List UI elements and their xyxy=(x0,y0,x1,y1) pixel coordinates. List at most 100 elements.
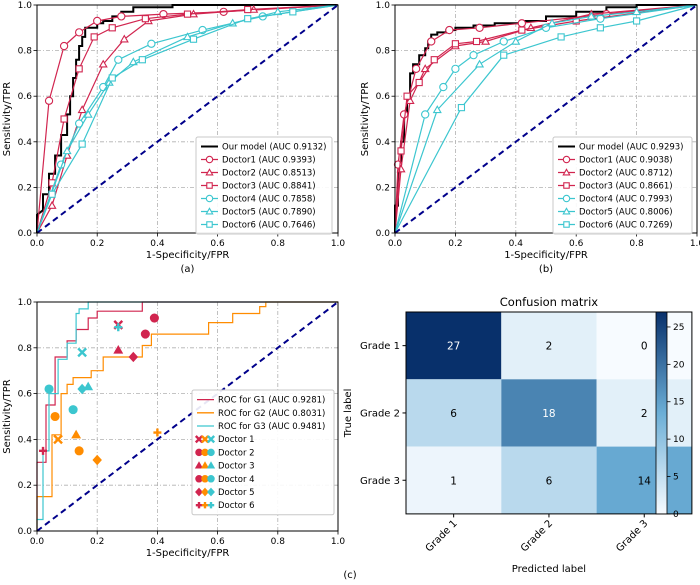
y-tick-label: 0.8 xyxy=(18,344,33,354)
roc-point-marker xyxy=(138,56,146,64)
roc-point-marker xyxy=(518,26,526,34)
legend-label: Doctor3 (AUC 0.8661) xyxy=(579,182,673,192)
roc-point-marker xyxy=(48,190,56,198)
panel-c-roc-chart: 0.0 0.2 0.4 0.6 0.8 1.0 0.0 0.2 0.4 0.6 0.8 1.0 1-Sp… xyxy=(2,298,345,559)
roc-point-marker xyxy=(475,23,484,32)
roc-point-marker xyxy=(147,39,156,48)
roc-point-marker xyxy=(59,41,69,51)
roc-point-marker xyxy=(44,96,54,105)
roc-point-marker xyxy=(244,15,252,23)
legend-label: Our model (AUC 0.9132) xyxy=(222,143,327,153)
y-tick-label: 0.6 xyxy=(18,390,33,400)
x-tick-label: 0.2 xyxy=(90,239,104,249)
doctor-operating-point xyxy=(128,351,139,363)
colorbar xyxy=(655,311,668,515)
doctor-operating-point xyxy=(149,313,159,323)
x-tick-label: 0.4 xyxy=(150,537,165,547)
col-label: Grade 3 xyxy=(614,518,650,554)
axes-frame xyxy=(36,4,339,234)
roc-point-marker xyxy=(511,36,521,45)
row-label: Grade 3 xyxy=(360,476,400,487)
roc-point-marker xyxy=(572,17,580,25)
legend: Our model (AUC 0.9132) Doctor1 (AUC 0.939… xyxy=(195,136,333,235)
doctor-operating-point xyxy=(77,383,87,395)
diagonal-reference-line xyxy=(36,4,339,234)
legend-label: ROC for G1 (AUC 0.9281) xyxy=(218,396,325,406)
roc-point-marker xyxy=(547,18,557,27)
roc-point-marker xyxy=(469,51,478,60)
matrix-cell-value: 6 xyxy=(450,408,457,420)
roc-point-marker xyxy=(405,96,415,105)
roc-point-marker xyxy=(108,74,116,82)
matrix-cell-value: 14 xyxy=(638,475,652,487)
x-tick-label: 0.0 xyxy=(30,239,45,249)
roc-series-line-2 xyxy=(36,301,338,531)
legend-doctor-marker xyxy=(201,502,209,509)
y-tick-label: 0.8 xyxy=(376,47,391,57)
y-axis-label: True label xyxy=(343,389,354,439)
legend-doctor-marker xyxy=(200,461,210,469)
roc-point-marker xyxy=(632,17,641,25)
legend-label: Doctor3 (AUC 0.8841) xyxy=(222,182,316,192)
doctor-operating-point xyxy=(153,428,162,437)
matrix-cell xyxy=(501,312,597,380)
plot-area xyxy=(393,4,698,234)
roc-series-line-3 xyxy=(36,4,339,234)
roc-point-marker xyxy=(439,82,448,92)
x-tick-label: 1.0 xyxy=(331,239,346,249)
colorbar-tick-label: 25 xyxy=(673,323,684,333)
roc-point-marker xyxy=(189,35,198,43)
roc-point-marker xyxy=(451,64,460,73)
x-tick-label: 0.8 xyxy=(271,239,286,249)
y-tick-label: 0.0 xyxy=(376,229,391,239)
legend-doctor-marker xyxy=(200,435,210,444)
roc-point-marker xyxy=(60,115,68,123)
legend-label: Doctor1 (AUC 0.9393) xyxy=(222,156,316,166)
legend-doctor-marker xyxy=(206,435,216,444)
x-tick-label: 0.6 xyxy=(210,239,225,249)
legend-doctor-marker xyxy=(194,461,204,469)
roc-point-marker xyxy=(472,37,481,46)
x-axis-label: 1-Specificity/FPR xyxy=(504,250,588,261)
legend-label: Doctor6 (AUC 0.7269) xyxy=(579,221,673,231)
colorbar-tick-label: 10 xyxy=(673,435,685,445)
legend-doctor-marker xyxy=(207,487,215,497)
panel-caption: (b) xyxy=(539,264,553,275)
roc-point-marker xyxy=(141,15,149,23)
y-tick-label: 1.0 xyxy=(18,298,33,308)
legend-label: Our model (AUC 0.9293) xyxy=(579,143,684,153)
doctor-operating-point xyxy=(44,384,54,394)
x-tick-label: 1.0 xyxy=(331,537,346,547)
row-label: Grade 2 xyxy=(360,408,400,419)
doctor-operating-point xyxy=(39,446,48,455)
y-tick-label: 1.0 xyxy=(376,1,391,11)
legend-swatch-marker xyxy=(563,182,570,189)
legend-label: Doctor 1 xyxy=(218,435,255,445)
legend-doctor-marker xyxy=(194,435,204,444)
roc-point-marker xyxy=(114,55,123,64)
doctor-operating-point xyxy=(83,381,94,391)
matrix-cell-value: 0 xyxy=(641,341,648,353)
legend-label: Doctor 2 xyxy=(218,448,255,458)
x-tick-label: 0.6 xyxy=(210,537,225,547)
x-tick-label: 0.8 xyxy=(271,537,286,547)
axes-frame xyxy=(394,4,698,234)
y-tick-label: 0.6 xyxy=(376,92,391,102)
legend: Our model (AUC 0.9293) Doctor1 (AUC 0.903… xyxy=(552,136,693,235)
roc-point-marker xyxy=(586,11,596,20)
diagonal-reference-line xyxy=(36,301,339,532)
roc-point-marker xyxy=(403,92,411,100)
col-label: Grade 2 xyxy=(519,518,555,554)
legend-swatch-marker xyxy=(206,182,213,189)
matrix-cell-value: 2 xyxy=(546,341,553,353)
roc-point-marker xyxy=(83,109,93,118)
x-tick-label: 0.8 xyxy=(629,239,644,249)
legend-doctor-marker xyxy=(207,502,215,509)
roc-point-marker xyxy=(93,16,102,26)
roc-point-marker xyxy=(481,36,491,45)
x-tick-label: 0.4 xyxy=(150,239,165,249)
legend-box xyxy=(552,136,693,235)
legend-doctor-marker xyxy=(206,461,216,469)
legend-doctor-marker xyxy=(195,475,203,483)
roc-point-marker xyxy=(596,24,604,32)
